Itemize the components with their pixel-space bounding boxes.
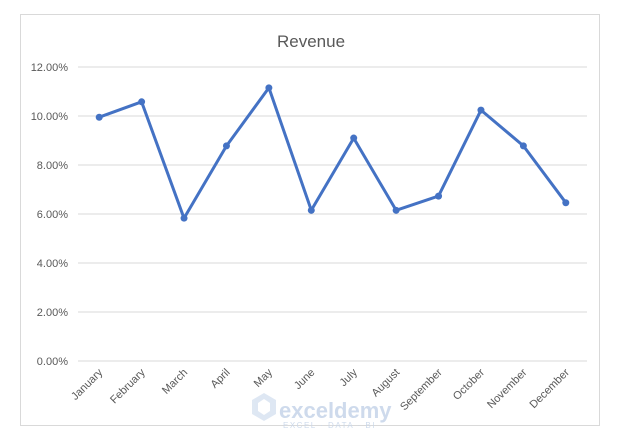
exceldemy-watermark: exceldemy EXCEL · DATA · BI [252,393,392,430]
x-tick-label: March [160,367,190,397]
y-tick-label: 10.00% [31,111,69,123]
data-point-december [562,199,570,207]
exceldemy-logo-icon [252,393,276,421]
data-point-january [95,113,103,121]
x-tick-label: January [69,366,106,403]
x-tick-label: May [252,366,276,390]
data-point-april [222,142,230,150]
data-point-may [265,84,273,92]
x-tick-label: April [209,367,233,391]
data-point-august [392,206,400,214]
x-tick-label: September [398,366,445,413]
y-tick-label: 4.00% [37,258,68,270]
watermark-tagline: EXCEL · DATA · BI [283,421,376,430]
x-tick-label: November [485,366,530,411]
chart-area [20,14,600,426]
x-tick-label: August [370,367,403,400]
y-tick-label: 2.00% [37,307,68,319]
data-point-november [519,142,527,150]
x-tick-label: February [108,366,148,406]
x-tick-label: October [451,366,487,402]
x-tick-label: July [338,366,361,389]
watermark-brand: exceldemy [279,398,392,423]
y-tick-label: 6.00% [37,209,68,221]
chart-title: Revenue [277,32,345,51]
gridlines [78,66,587,362]
data-point-october [477,106,485,114]
data-point-june [307,206,315,214]
y-axis-ticks: 0.00% 2.00% 4.00% 6.00% 8.00% 10.00% 12.00% [31,62,69,368]
data-point-september [435,192,443,200]
x-tick-label: December [528,366,573,411]
x-tick-label: June [292,367,317,392]
data-point-february [138,98,146,106]
y-tick-label: 0.00% [37,356,68,368]
y-tick-label: 8.00% [37,160,68,172]
series-line [97,86,568,220]
y-tick-label: 12.00% [31,62,69,74]
data-point-july [350,134,358,142]
series-layer [95,84,570,222]
data-point-march [180,214,188,222]
